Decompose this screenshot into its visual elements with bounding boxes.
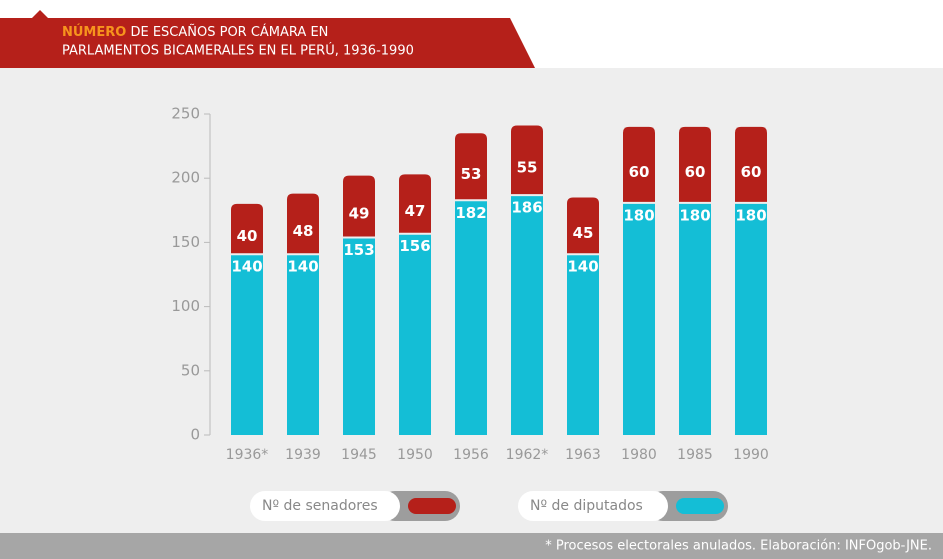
bar-segment — [735, 203, 767, 435]
bar-segment — [511, 196, 543, 435]
value-label: 55 — [517, 158, 538, 176]
value-label: 45 — [573, 224, 594, 242]
bar-segment — [567, 197, 599, 254]
bar-segment — [511, 125, 543, 195]
value-label: 49 — [349, 205, 370, 223]
x-tick-label: 1980 — [621, 447, 657, 463]
bar-segment — [343, 175, 375, 237]
footer-bar — [0, 533, 943, 559]
bar-segment — [231, 203, 263, 254]
value-label: 40 — [237, 227, 258, 245]
value-label: 48 — [293, 222, 314, 240]
x-tick-label: 1945 — [341, 447, 377, 463]
chart-title: PARLAMENTOS BICAMERALES EN EL PERÚ, 1936… — [62, 43, 414, 59]
bar-segment — [399, 174, 431, 233]
title-highlight: NÚMERO — [62, 24, 126, 40]
bar-segment — [287, 255, 319, 435]
x-tick-label: 1985 — [677, 447, 713, 463]
value-label: 180 — [623, 206, 654, 224]
legend-label: Nº de diputados — [530, 498, 643, 514]
x-tick-label: 1956 — [453, 447, 489, 463]
bar-segment — [679, 203, 711, 435]
bar-segment — [455, 133, 487, 200]
bar-segment — [735, 126, 767, 202]
value-label: 140 — [287, 258, 318, 276]
legend-pill — [518, 491, 668, 521]
bar-segment — [567, 255, 599, 435]
bar-segment — [287, 193, 319, 254]
bar-segment — [231, 255, 263, 435]
legend-swatch — [408, 498, 456, 514]
x-tick-label: 1963 — [565, 447, 601, 463]
y-tick-label: 150 — [171, 233, 200, 251]
legend-pill — [250, 491, 400, 521]
value-label: 140 — [567, 258, 598, 276]
bar-segment — [399, 234, 431, 435]
value-label: 180 — [735, 206, 766, 224]
x-tick-label: 1939 — [285, 447, 321, 463]
bar-segment — [343, 238, 375, 435]
y-tick-label: 250 — [171, 105, 200, 123]
title-line: DE ESCAÑOS POR CÁMARA EN — [130, 24, 328, 40]
x-tick-label: 1936* — [226, 447, 269, 463]
value-label: 186 — [511, 199, 542, 217]
x-tick-label: 1990 — [733, 447, 769, 463]
value-label: 60 — [741, 163, 762, 181]
y-tick-label: 50 — [181, 361, 200, 379]
y-tick-label: 100 — [171, 297, 200, 315]
value-label: 60 — [629, 163, 650, 181]
bar-segment — [679, 126, 711, 202]
header-banner — [0, 10, 535, 68]
value-label: 182 — [455, 204, 486, 222]
x-tick-label: 1950 — [397, 447, 433, 463]
value-label: 180 — [679, 206, 710, 224]
value-label: 60 — [685, 163, 706, 181]
x-tick-label: 1962* — [506, 447, 549, 463]
value-label: 140 — [231, 258, 262, 276]
y-tick-label: 0 — [190, 426, 200, 444]
value-label: 53 — [461, 165, 482, 183]
value-label: 153 — [343, 241, 374, 259]
legend-swatch — [676, 498, 724, 514]
y-tick-label: 200 — [171, 169, 200, 187]
chart-title: NÚMERO DE ESCAÑOS POR CÁMARA EN — [62, 24, 328, 40]
footnote: * Procesos electorales anulados. Elabora… — [545, 539, 932, 554]
value-label: 47 — [405, 202, 426, 220]
legend-label: Nº de senadores — [262, 498, 378, 514]
bar-segment — [623, 203, 655, 435]
bar-segment — [455, 201, 487, 435]
bar-segment — [623, 126, 655, 202]
value-label: 156 — [399, 237, 430, 255]
